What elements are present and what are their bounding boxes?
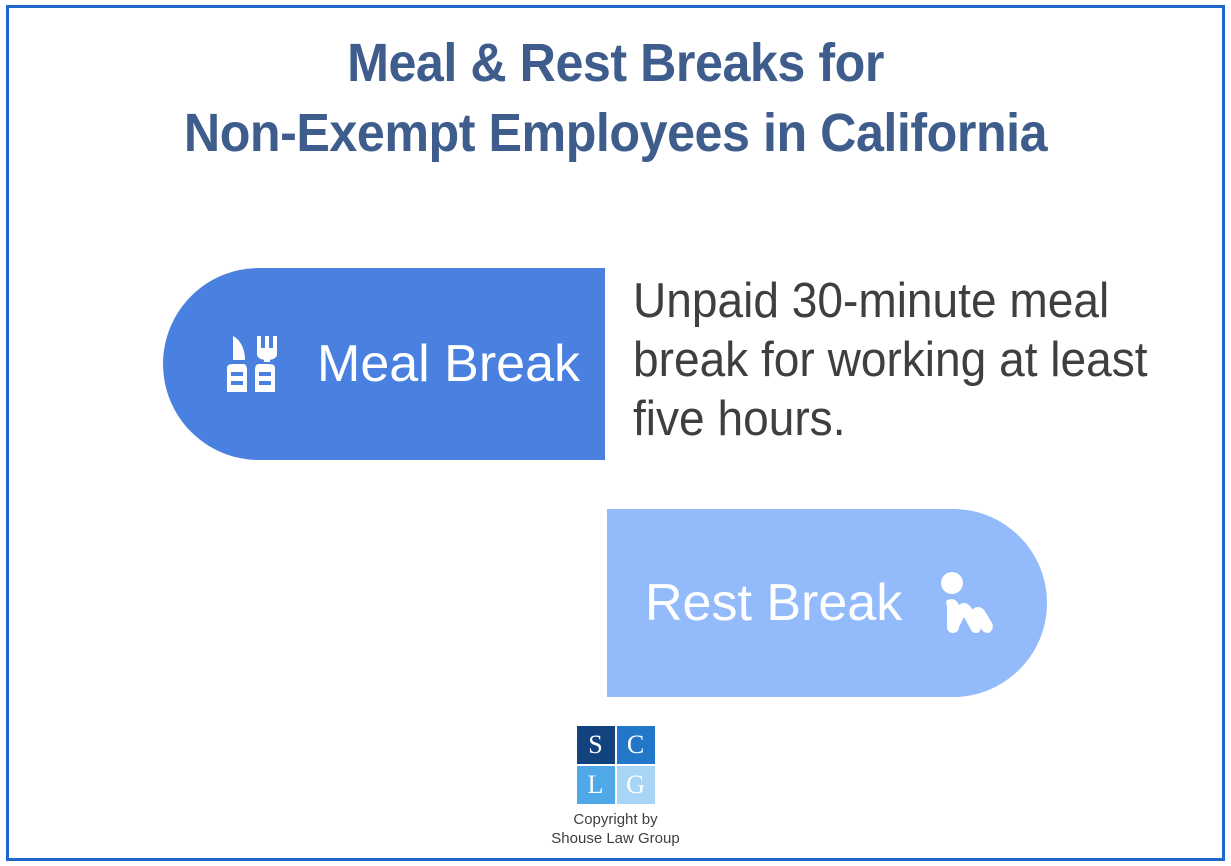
copyright-notice: Copyright by Shouse Law Group — [551, 810, 679, 848]
logo-cell-g: G — [616, 766, 655, 804]
logo-letter-l: L — [587, 770, 604, 799]
logo-letter-g: G — [626, 770, 645, 799]
logo-letter-s: S — [588, 730, 603, 759]
meal-break-pill[interactable]: Meal Break — [163, 268, 605, 460]
shouse-law-group-logo: S C L G — [576, 726, 655, 804]
rest-break-label: Rest Break — [645, 574, 903, 632]
meal-break-label: Meal Break — [317, 335, 580, 393]
logo-cell-l: L — [576, 766, 615, 804]
knife-and-fork-icon — [215, 328, 287, 400]
logo-letter-c: C — [626, 730, 645, 759]
footer: S C L G Copyright by Shouse Law Group — [0, 726, 1231, 848]
copyright-line-1: Copyright by — [573, 811, 658, 828]
copyright-line-2: Shouse Law Group — [551, 830, 680, 847]
meal-break-row: Meal Break — [163, 268, 605, 460]
page-title-line-2: Non-Exempt Employees in California — [183, 103, 1048, 163]
page-title: Meal & Rest Breaks for Non-Exempt Employ… — [43, 28, 1188, 168]
rest-break-pill[interactable]: Rest Break — [607, 509, 1047, 697]
meal-break-description: Unpaid 30-minute meal break for working … — [633, 274, 1148, 446]
rest-break-pill-wrapper: Rest Break — [607, 509, 1047, 697]
logo-cell-s: S — [576, 726, 615, 764]
page-title-line-1: Meal & Rest Breaks for — [347, 33, 884, 93]
logo-cell-c: C — [616, 726, 655, 764]
person-sitting-icon — [930, 567, 1002, 639]
